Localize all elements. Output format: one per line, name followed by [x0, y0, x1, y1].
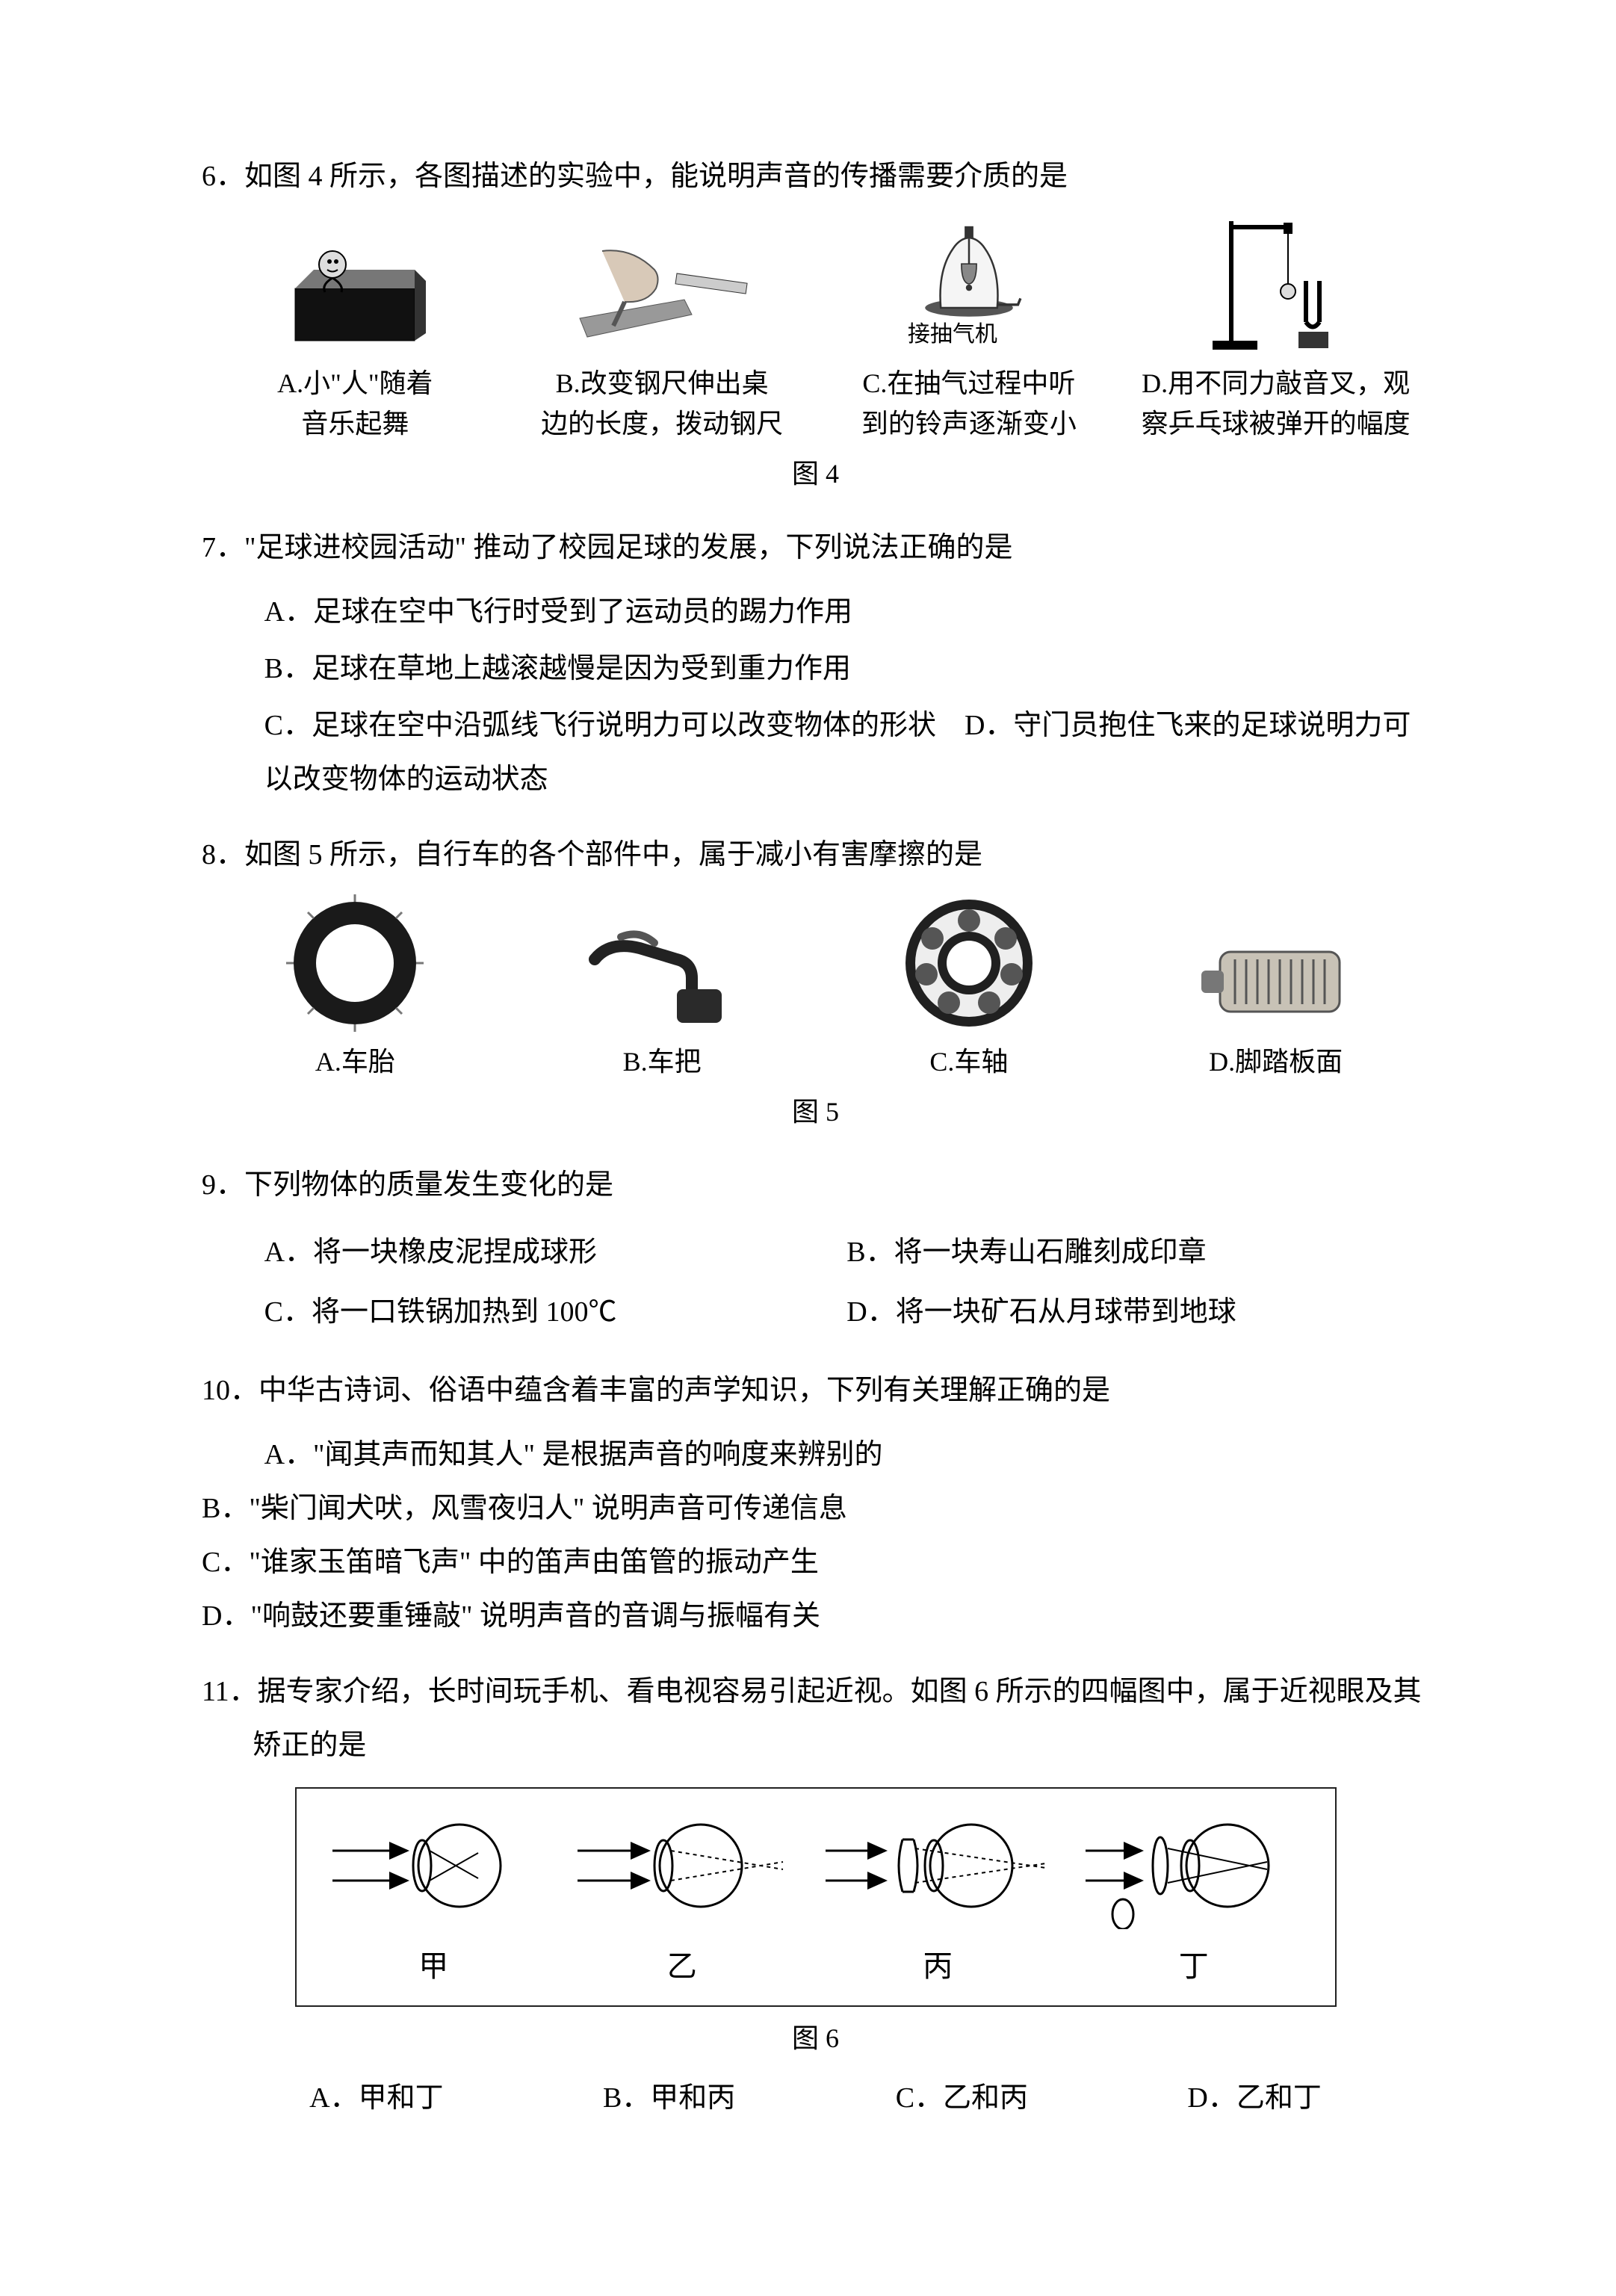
q10-opt-d: D．"响鼓还要重锤敲" 说明声音的音调与振幅有关 [202, 1589, 1429, 1643]
q8-fig-b: B.车把 [509, 892, 816, 1082]
image-tuning-fork-icon [1201, 214, 1351, 356]
q8-fig-c-image [898, 892, 1040, 1034]
question-9-number: 9． [202, 1169, 244, 1201]
q6-fig-d-image [1201, 214, 1351, 356]
q9-opt-d: D．将一块矿石从月球带到地球 [846, 1285, 1429, 1339]
q9-opt-a: A．将一块橡皮泥捏成球形 [264, 1225, 847, 1279]
q11-figure-label: 图 6 [202, 2013, 1429, 2064]
question-8-figure-row: A.车胎 B.车把 [202, 892, 1429, 1082]
q8-fig-d: D.脚踏板面 [1122, 892, 1429, 1082]
question-6-stem: 6．如图 4 所示，各图描述的实验中，能说明声音的传播需要介质的是 [202, 149, 1429, 203]
q6-fig-a: A.小"人"随着 音乐起舞 [202, 214, 509, 444]
question-7-options: A．足球在空中飞行时受到了运动员的踢力作用 B．足球在草地上越滚越慢是因为受到重… [202, 585, 1429, 807]
question-6: 6．如图 4 所示，各图描述的实验中，能说明声音的传播需要介质的是 [202, 149, 1429, 500]
q7-opt-cd: C．足球在空中沿弧线飞行说明力可以改变物体的形状 D．守门员抱住飞来的足球说明力… [264, 699, 1429, 806]
image-speaker-dancer-icon [280, 229, 430, 356]
fig6-eye-1: 甲 [325, 1810, 542, 1995]
fig6-label-4: 丁 [1179, 1938, 1209, 1995]
q8-fig-c: C.车轴 [816, 892, 1123, 1082]
question-9-stem: 9．下列物体的质量发生变化的是 [202, 1158, 1429, 1212]
question-9-text: 下列物体的质量发生变化的是 [244, 1169, 613, 1201]
q9-opt-c: C．将一口铁锅加热到 100℃ [264, 1285, 847, 1339]
question-9-options: A．将一块橡皮泥捏成球形 B．将一块寿山石雕刻成印章 C．将一口铁锅加热到 10… [202, 1222, 1429, 1342]
question-11-text: 据专家介绍，长时间玩手机、看电视容易引起近视。如图 6 所示的四幅图中，属于近视… [253, 1676, 1421, 1761]
q6-opt-d-label: D.用不同力敲音叉，观 察乒乓球被弹开的幅度 [1142, 363, 1411, 444]
q6-opt-a-label: A.小"人"随着 音乐起舞 [277, 363, 433, 444]
question-10-number: 10． [202, 1375, 259, 1406]
image-bearing-icon [898, 892, 1040, 1034]
figure-6-box: 甲 [295, 1787, 1337, 2007]
fig6-label-2: 乙 [667, 1938, 697, 1995]
question-7-number: 7． [202, 532, 244, 563]
q10-opt-b: B．"柴门闻犬吠，风雪夜归人" 说明声音可传递信息 [202, 1482, 1429, 1535]
q8-opt-d-label: D.脚踏板面 [1209, 1042, 1343, 1082]
question-11: 11．据专家介绍，长时间玩手机、看电视容易引起近视。如图 6 所示的四幅图中，属… [202, 1665, 1429, 2126]
q6-fig-c-image: 接抽气机 [894, 214, 1044, 356]
question-10-options: A．"闻其声而知其人" 是根据声音的响度来辨别的 B．"柴门闻犬吠，风雪夜归人"… [202, 1428, 1429, 1644]
image-steel-ruler-icon [572, 229, 752, 356]
fig6-eye-4: 丁 [1082, 1810, 1306, 1995]
question-9: 9．下列物体的质量发生变化的是 A．将一块橡皮泥捏成球形 B．将一块寿山石雕刻成… [202, 1158, 1429, 1343]
q8-fig-b-image [580, 892, 744, 1034]
image-tire-icon [284, 892, 426, 1034]
q6-opt-b-label: B.改变钢尺伸出桌 边的长度，拨动钢尺 [541, 363, 783, 444]
question-7-stem: 7．"足球进校园活动" 推动了校园足球的发展，下列说法正确的是 [202, 521, 1429, 575]
q6-opt-c-label: C.在抽气过程中听 到的铃声逐渐变小 [861, 363, 1077, 444]
fig6-eye-2: 乙 [570, 1810, 794, 1995]
eye-diagram-3-icon [822, 1810, 1053, 1929]
q8-opt-a-label: A.车胎 [315, 1042, 395, 1082]
question-6-number: 6． [202, 161, 244, 192]
eye-diagram-1-icon [325, 1810, 542, 1929]
q11-opt-a: A．甲和丁 [230, 2071, 523, 2125]
question-11-stem: 11．据专家介绍，长时间玩手机、看电视容易引起近视。如图 6 所示的四幅图中，属… [202, 1665, 1429, 1772]
question-7-text: "足球进校园活动" 推动了校园足球的发展，下列说法正确的是 [244, 532, 1013, 563]
q8-opt-b-label: B.车把 [623, 1042, 702, 1082]
q7-opt-a: A．足球在空中飞行时受到了运动员的踢力作用 [264, 585, 1429, 639]
q11-opt-d: D．乙和丁 [1108, 2071, 1401, 2125]
q6-figure-label: 图 4 [202, 448, 1429, 499]
q8-opt-c-label: C.车轴 [929, 1042, 1008, 1082]
q6-fig-b: B.改变钢尺伸出桌 边的长度，拨动钢尺 [509, 214, 816, 444]
q11-opt-b: B．甲和丙 [523, 2071, 816, 2125]
q10-opt-c: C．"谁家玉笛暗飞声" 中的笛声由笛管的振动产生 [202, 1535, 1429, 1589]
image-pedal-icon [1194, 922, 1358, 1034]
question-7: 7．"足球进校园活动" 推动了校园足球的发展，下列说法正确的是 A．足球在空中飞… [202, 521, 1429, 807]
question-8: 8．如图 5 所示，自行车的各个部件中，属于减小有害摩擦的是 [202, 828, 1429, 1138]
q8-fig-a-image [284, 892, 426, 1034]
q6-fig-d: D.用不同力敲音叉，观 察乒乓球被弹开的幅度 [1122, 214, 1429, 444]
exam-page: 6．如图 4 所示，各图描述的实验中，能说明声音的传播需要介质的是 [0, 0, 1616, 2296]
q6-fig-b-image [572, 214, 752, 356]
question-6-figure-row: A.小"人"随着 音乐起舞 B.改变钢尺伸出桌 边的长度，拨动钢尺 [202, 214, 1429, 444]
eye-diagram-4-icon [1082, 1810, 1306, 1929]
question-11-number: 11． [202, 1676, 258, 1707]
image-handlebar-icon [580, 907, 744, 1034]
question-6-text: 如图 4 所示，各图描述的实验中，能说明声音的传播需要介质的是 [244, 161, 1068, 192]
fig6-label-3: 丙 [923, 1938, 953, 1995]
q9-opt-b: B．将一块寿山石雕刻成印章 [846, 1225, 1429, 1279]
fig6-eye-3: 丙 [822, 1810, 1053, 1995]
q8-figure-label: 图 5 [202, 1086, 1429, 1137]
q7-opt-b: B．足球在草地上越滚越慢是因为受到重力作用 [264, 642, 1429, 696]
q8-fig-d-image [1194, 892, 1358, 1034]
eye-diagram-2-icon [570, 1810, 794, 1929]
q6-fig-c: 接抽气机 C.在抽气过程中听 到的铃声逐渐变小 [816, 214, 1123, 444]
q10-opt-a: A．"闻其声而知其人" 是根据声音的响度来辨别的 [202, 1428, 1429, 1482]
question-10-text: 中华古诗词、俗语中蕴含着丰富的声学知识，下列有关理解正确的是 [259, 1375, 1110, 1406]
fig6-label-1: 甲 [418, 1938, 448, 1995]
question-11-options: A．甲和丁 B．甲和丙 C．乙和丙 D．乙和丁 [202, 2071, 1429, 2125]
question-10: 10．中华古诗词、俗语中蕴含着丰富的声学知识，下列有关理解正确的是 A．"闻其声… [202, 1364, 1429, 1644]
question-8-stem: 8．如图 5 所示，自行车的各个部件中，属于减小有害摩擦的是 [202, 828, 1429, 882]
q11-opt-c: C．乙和丙 [816, 2071, 1109, 2125]
q6-annot-c: 接抽气机 [908, 313, 997, 356]
question-10-stem: 10．中华古诗词、俗语中蕴含着丰富的声学知识，下列有关理解正确的是 [202, 1364, 1429, 1417]
question-8-number: 8． [202, 839, 244, 870]
q8-fig-a: A.车胎 [202, 892, 509, 1082]
q6-fig-a-image [280, 214, 430, 356]
image-bell-jar-icon [894, 214, 1044, 324]
question-8-text: 如图 5 所示，自行车的各个部件中，属于减小有害摩擦的是 [244, 839, 982, 870]
